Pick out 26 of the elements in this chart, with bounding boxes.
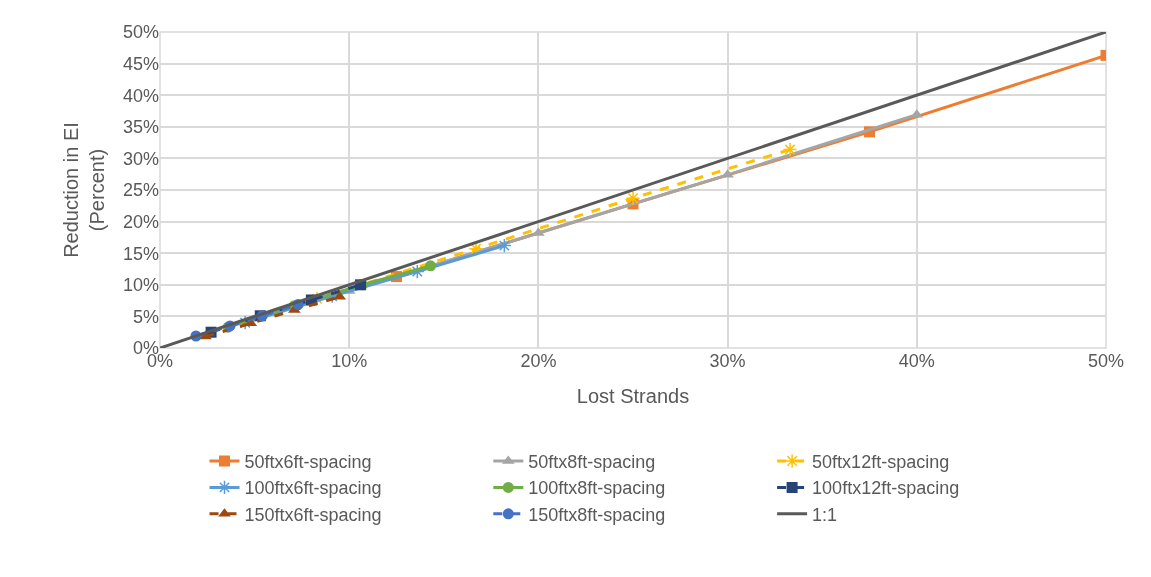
legend-label: 50ftx8ft-spacing — [528, 452, 656, 473]
x-tick-label: 50% — [1087, 351, 1125, 371]
y-tick-label: 20% — [122, 211, 159, 232]
legend-label: 50ftx12ft-spacing — [812, 452, 950, 473]
x-tick-label: 40% — [898, 351, 935, 371]
y-tick-label: 25% — [122, 180, 159, 201]
legend-label: 100ftx6ft-spacing — [244, 478, 382, 499]
y-tick-label: 30% — [122, 148, 159, 169]
x-tick-label: 30% — [709, 351, 746, 371]
y-tick-label: 5% — [132, 306, 159, 327]
legend-label: 100ftx12ft-spacing — [812, 478, 960, 499]
legend-label: 50ftx6ft-spacing — [244, 452, 372, 473]
y-tick-label: 10% — [122, 275, 159, 296]
legend-label: 1:1 — [812, 504, 838, 525]
legend-label: 150ftx6ft-spacing — [244, 504, 382, 525]
y-tick-label: 40% — [122, 85, 159, 106]
y-tick-label: 15% — [122, 243, 159, 264]
x-axis-title: Lost Strands — [576, 384, 690, 407]
y-tick-label: 35% — [122, 117, 159, 138]
y-axis-title: Reduction in EI (Percent) — [60, 122, 109, 258]
legend-label: 150ftx8ft-spacing — [528, 504, 666, 525]
legend-label: 100ftx8ft-spacing — [528, 478, 666, 499]
y-tick-label: 45% — [122, 53, 159, 74]
x-tick-label: 10% — [331, 351, 368, 371]
x-tick-label: 20% — [520, 351, 557, 371]
y-tick-label: 50% — [122, 22, 159, 43]
